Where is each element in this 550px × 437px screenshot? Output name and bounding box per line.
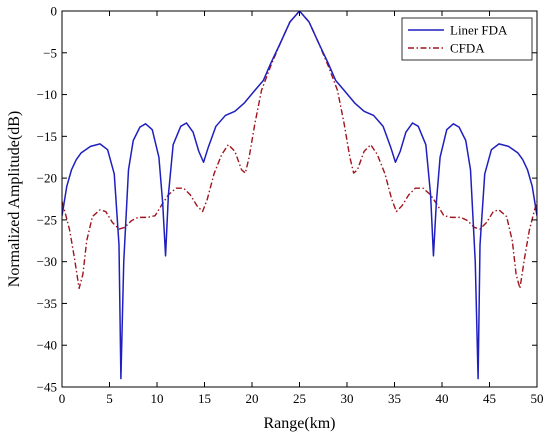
x-tick-label: 0 bbox=[59, 391, 66, 406]
x-tick-label: 30 bbox=[341, 391, 354, 406]
y-tick-label: −45 bbox=[37, 380, 57, 395]
x-tick-label: 25 bbox=[293, 391, 306, 406]
legend-box bbox=[401, 17, 533, 61]
series-layer bbox=[62, 11, 537, 380]
y-tick-label: −25 bbox=[37, 212, 57, 227]
legend: Liner FDA CFDA bbox=[401, 17, 533, 61]
ticks-layer: 0 5 10 15 20 25 30 35 40 45 50 0 −5 −10 −15 −20 −25 −30 −3… bbox=[37, 4, 544, 407]
x-tick-label: 15 bbox=[198, 391, 211, 406]
series-line-liner-fda bbox=[62, 11, 537, 380]
legend-label-cfda: CFDA bbox=[450, 41, 485, 56]
x-tick-label: 5 bbox=[106, 391, 113, 406]
y-tick-label: −20 bbox=[37, 171, 57, 186]
x-axis-label: Range(km) bbox=[264, 415, 336, 432]
series-line-cfda bbox=[62, 11, 537, 290]
y-tick-label: −40 bbox=[37, 338, 57, 353]
legend-label-liner-fda: Liner FDA bbox=[450, 23, 508, 38]
x-tick-label: 35 bbox=[388, 391, 401, 406]
y-tick-label: −5 bbox=[43, 45, 57, 60]
y-tick-label: −15 bbox=[37, 129, 57, 144]
x-tick-label: 45 bbox=[483, 391, 496, 406]
y-tick-label: −35 bbox=[37, 296, 57, 311]
y-tick-label: −30 bbox=[37, 254, 57, 269]
x-tick-label: 20 bbox=[246, 391, 259, 406]
y-tick-label: 0 bbox=[51, 4, 58, 19]
x-tick-label: 10 bbox=[151, 391, 164, 406]
x-tick-label: 50 bbox=[531, 391, 544, 406]
y-axis-label: Normalized Amplitude(dB) bbox=[6, 111, 23, 287]
x-tick-label: 40 bbox=[436, 391, 449, 406]
plot-frame bbox=[61, 10, 538, 388]
y-tick-label: −10 bbox=[37, 87, 57, 102]
